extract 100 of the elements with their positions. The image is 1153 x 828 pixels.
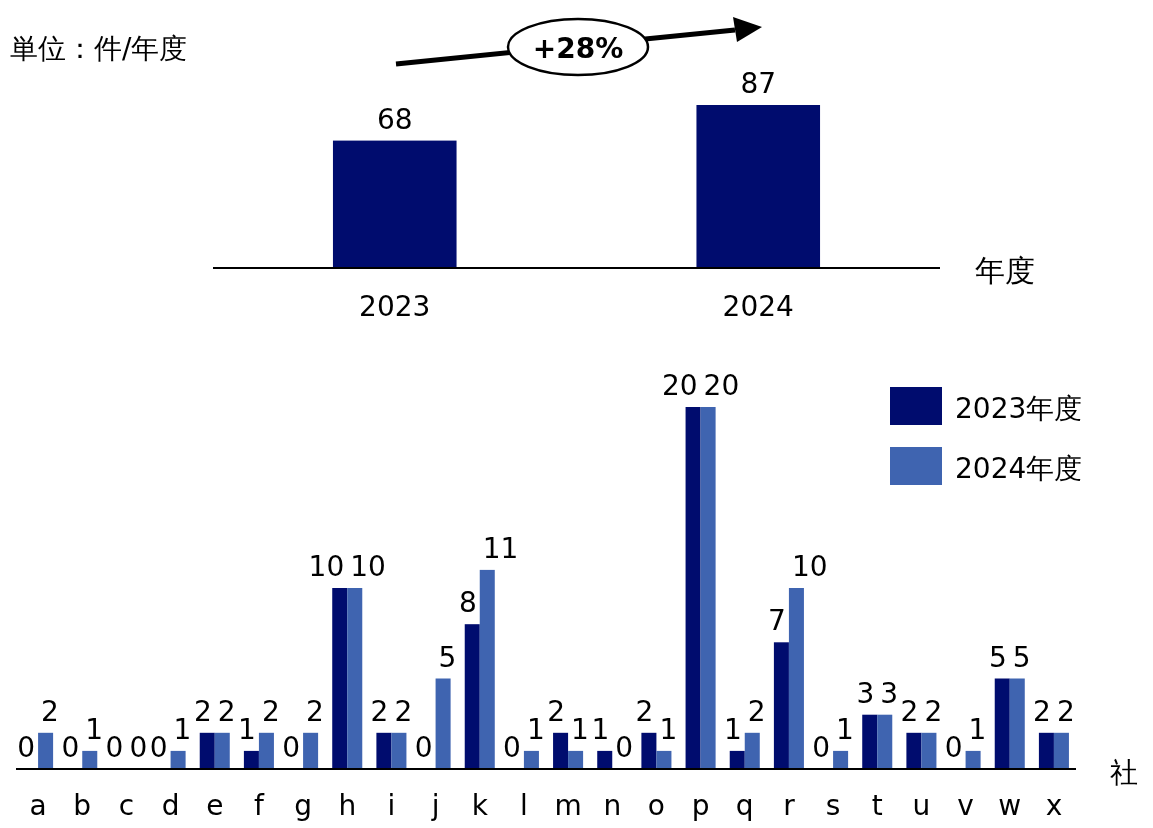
bar [1053,732,1069,769]
x-tick-label: o [647,789,665,822]
data-label: 1 [526,712,545,746]
x-axis-title: 社 [1110,756,1138,789]
bar [553,732,569,769]
bar [243,750,259,769]
bar [214,732,230,769]
bar [833,750,849,769]
data-label: 2 [41,694,59,728]
bar [332,588,348,769]
x-tick-label: k [471,789,489,822]
bar [38,732,54,769]
data-label: 7 [768,604,786,638]
bar [773,642,789,769]
data-label: 1 [836,712,854,746]
data-label: 2 [306,694,324,728]
x-tick-label: d [161,789,180,822]
data-label: 1 [173,712,192,746]
bar [641,732,657,769]
bar [568,750,584,769]
bar [1009,678,1025,769]
data-label: 0 [944,731,963,764]
data-label: 2 [635,694,654,728]
data-label: 0 [61,731,80,764]
bar [597,750,613,769]
x-tick-label: w [998,789,1022,822]
data-label: 1 [723,712,742,746]
data-label: 2 [900,694,919,728]
data-label: 0 [17,731,36,764]
x-tick-label: r [783,789,796,822]
data-label: 2 [924,694,943,728]
bar [906,732,922,769]
x-tick-label: s [825,789,841,822]
bar [965,750,981,769]
data-label: 0 [615,731,634,764]
x-tick-label: p [691,789,710,822]
x-tick-label: t [871,789,883,822]
bar [464,624,480,769]
bar [729,750,745,769]
bar [744,732,760,769]
x-tick-label: f [253,789,265,822]
data-label: 20 [661,369,698,402]
bar [877,714,893,769]
data-label: 1 [238,712,256,746]
bar [435,678,451,769]
x-tick-label: i [387,789,396,822]
data-label: 2 [547,694,566,728]
bar [994,678,1010,769]
x-tick-label: u [912,789,931,822]
legend-label: 2023年度 [955,392,1083,425]
data-label: 5 [988,640,1007,674]
x-axis-title: 年度 [975,253,1035,288]
x-tick-label: m [554,789,582,822]
data-label: 10 [308,550,345,583]
x-tick-label: n [603,789,622,822]
x-tick-label: x [1045,789,1063,822]
data-label: 2 [1056,694,1075,728]
data-label: 5 [438,640,457,674]
data-label: 1 [591,712,610,746]
x-tick-label: g [294,789,312,822]
bar [170,750,186,769]
data-label: 0 [414,731,433,764]
data-label: 1 [85,712,104,746]
bar [788,588,804,769]
data-label: 0 [812,731,831,764]
data-label: 1 [571,712,589,746]
x-tick-label: 2024 [722,290,794,323]
bar [862,714,878,769]
x-tick-label: l [520,789,528,822]
x-tick-label: v [957,789,974,822]
bar [700,407,716,769]
data-label: 2 [261,694,280,728]
x-tick-label: a [29,789,47,822]
bar [82,750,98,769]
bar [199,732,215,769]
x-tick-label: c [118,789,135,822]
x-tick-label: q [735,789,754,822]
x-tick-label: 2023 [359,290,431,323]
data-label: 0 [129,731,148,764]
data-label: 2 [394,694,413,728]
data-label: 2 [1033,694,1051,728]
data-label: 8 [458,586,477,620]
text: +28% [532,32,624,65]
data-label: 0 [105,731,124,764]
data-label: 0 [282,731,301,764]
data-label: 68 [376,102,413,136]
text: 単位：件/年度 [10,32,188,65]
data-label: 20 [703,369,740,402]
data-label: 3 [856,676,875,710]
data-label: 1 [659,712,678,746]
data-label: 3 [880,676,899,710]
bar [656,750,672,769]
data-label: 10 [350,550,386,583]
bar [921,732,937,769]
bar [479,569,495,769]
legend-label: 2024年度 [955,452,1083,485]
data-label: 0 [503,731,521,764]
x-tick-label: b [73,789,92,822]
bar [303,732,319,769]
data-label: 87 [740,67,777,100]
